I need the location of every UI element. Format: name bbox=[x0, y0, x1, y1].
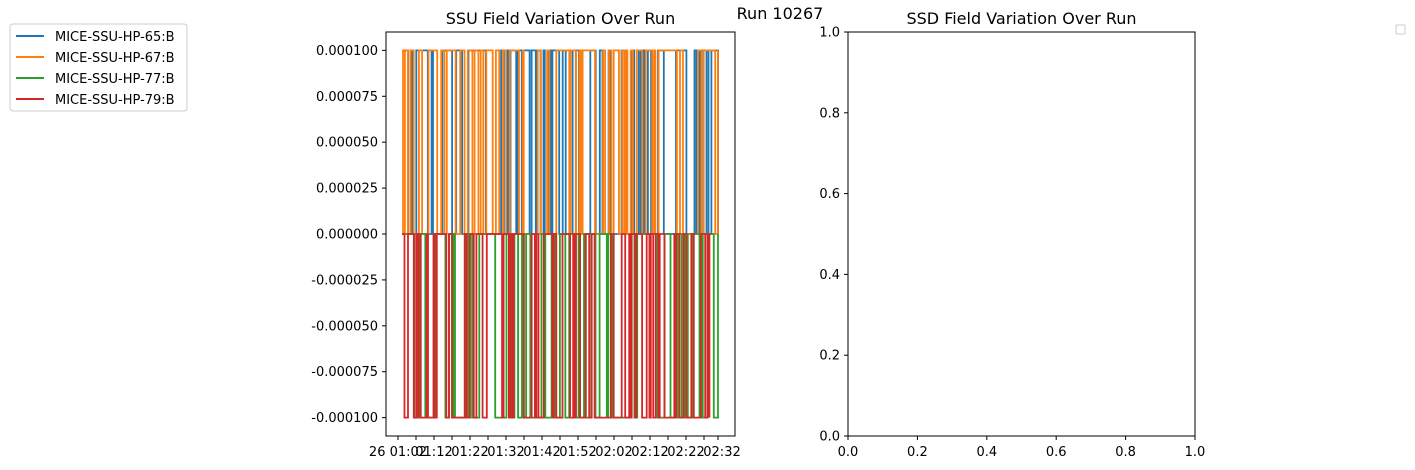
legend-label: MICE-SSU-HP-79:B bbox=[55, 93, 175, 108]
x-tick-label: 02:02 bbox=[595, 445, 632, 460]
x-tick-label: 26 01:02 bbox=[369, 445, 427, 460]
x-tick-label: 01:22 bbox=[451, 445, 488, 460]
legend-ssu: MICE-SSU-HP-65:B MICE-SSU-HP-67:B MICE-SSU… bbox=[9, 23, 188, 112]
x-tick-label: 01:32 bbox=[487, 445, 524, 460]
x-tick-label: 0.0 bbox=[838, 445, 859, 460]
legend-frame bbox=[9, 23, 188, 112]
y-tick-label: -0.000075 bbox=[311, 365, 378, 380]
x-tick-label: 0.4 bbox=[976, 445, 997, 460]
y-tick-label: -0.000100 bbox=[311, 411, 378, 426]
figure-suptitle: Run 10267 bbox=[737, 4, 824, 23]
series-line-hp65 bbox=[401, 49, 719, 235]
x-tick-label: 02:32 bbox=[703, 445, 740, 460]
y-tick-label: 0.000025 bbox=[316, 182, 378, 197]
y-tick-label: 1.0 bbox=[819, 26, 840, 41]
y-tick-label: 0.000100 bbox=[316, 44, 378, 59]
y-tick-label: 0.000000 bbox=[316, 228, 378, 243]
x-tick-label: 01:12 bbox=[415, 445, 452, 460]
ssd-title: SSD Field Variation Over Run bbox=[906, 9, 1136, 28]
ssu-axes: SSU Field Variation Over Run 0.000100 0.00… bbox=[311, 9, 740, 460]
y-tick-label: 0.000075 bbox=[316, 90, 378, 105]
x-tick-label: 02:22 bbox=[667, 445, 704, 460]
y-tick-label: -0.000050 bbox=[311, 319, 378, 334]
y-tick-label: -0.000025 bbox=[311, 273, 378, 288]
y-tick-label: 0.4 bbox=[819, 268, 840, 283]
y-tick-label: 0.6 bbox=[819, 187, 840, 202]
y-tick-label: 0.0 bbox=[819, 430, 840, 445]
x-tick-label: 01:52 bbox=[559, 445, 596, 460]
x-tick-label: 0.6 bbox=[1046, 445, 1067, 460]
empty-legend-box bbox=[1395, 24, 1406, 35]
y-tick-label: 0.8 bbox=[819, 106, 840, 121]
x-tick-label: 02:12 bbox=[631, 445, 668, 460]
x-tick-label: 01:42 bbox=[523, 445, 560, 460]
ssu-title: SSU Field Variation Over Run bbox=[446, 9, 675, 28]
y-tick-label: 0.2 bbox=[819, 349, 840, 364]
y-tick-label: 0.000050 bbox=[316, 136, 378, 151]
legend-label: MICE-SSU-HP-67:B bbox=[55, 51, 175, 66]
ssd-axes-frame bbox=[847, 31, 1196, 437]
x-tick-label: 0.8 bbox=[1115, 445, 1136, 460]
x-tick-label: 0.2 bbox=[907, 445, 928, 460]
series-line-hp79 bbox=[402, 233, 711, 419]
legend-label: MICE-SSU-HP-65:B bbox=[55, 30, 175, 45]
ssd-axes: SSD Field Variation Over Run 0.0 0.2 0.4 0.6… bbox=[819, 9, 1205, 460]
x-tick-label: 1.0 bbox=[1185, 445, 1206, 460]
legend-label: MICE-SSU-HP-77:B bbox=[55, 72, 175, 87]
